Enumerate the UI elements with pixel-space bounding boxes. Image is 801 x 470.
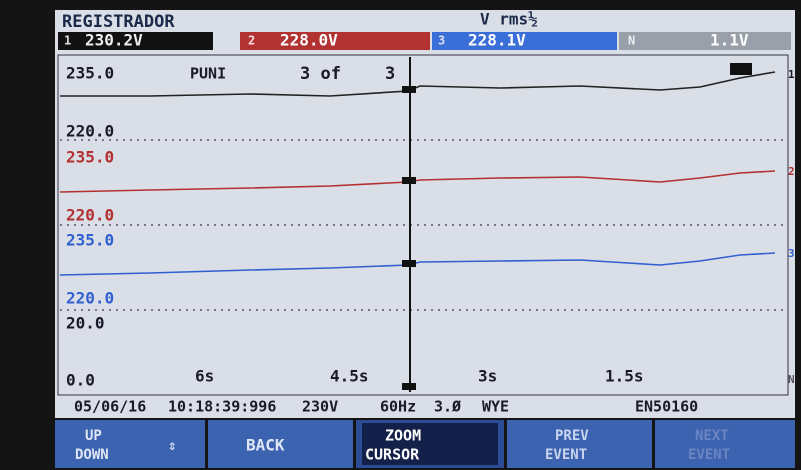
status-time: 10:18:39:996 [168,398,276,416]
channel-value: 228.1V [468,31,526,50]
softkey-label: UP [85,428,102,444]
parameter-label: PUNI [190,65,226,83]
cursor-marker [402,86,416,93]
time-label: 1.5s [605,367,644,386]
channel-value: 1.1V [710,31,749,50]
channel-box [619,32,791,50]
page-label: 3 of [300,64,341,84]
trace-marker [730,63,752,75]
channel-id: 1 [64,34,71,48]
channel-id: N [628,34,635,48]
device-screen: REGISTRADOR V rms½ 1 230.2V 2 228.0V 3 2… [0,0,801,470]
scale-high: 235.0 [66,148,114,167]
status-standard: EN50160 [635,398,698,416]
softkey-label: EVENT [545,447,587,463]
softkey-label: BACK [246,436,285,455]
channel-id: 3 [438,34,445,48]
scale-low: 220.0 [66,289,114,308]
scale-high: 235.0 [66,64,114,83]
trace-id: N [788,373,795,386]
scale-low: 0.0 [66,371,95,390]
display [55,10,795,418]
time-label: 3s [478,367,497,386]
softkey-label: DOWN [75,447,109,463]
scale-low: 220.0 [66,122,114,141]
channel-value: 228.0V [280,31,338,50]
channel-value: 230.2V [85,31,143,50]
softkey-label: PREV [555,428,589,444]
softkey-label: NEXT [695,428,729,444]
channel-id: 2 [248,34,255,48]
trace-id: 3 [788,247,795,260]
status-config: WYE [482,398,509,416]
softkey-label: EVENT [688,447,730,463]
cursor-marker [402,177,416,184]
trace-id: 1 [788,68,795,81]
status-nominal: 230V [302,398,338,416]
time-label: 6s [195,367,214,386]
scale-high: 20.0 [66,314,105,333]
scale-high: 235.0 [66,231,114,250]
softkey-label: CURSOR [365,446,420,464]
screen-title: REGISTRADOR [62,12,175,32]
status-date: 05/06/16 [74,398,146,416]
status-frequency: 60Hz [380,398,416,416]
softkey-icon: ⇕ [168,438,176,454]
cursor-marker [402,260,416,267]
trace-id: 2 [788,165,795,178]
softkey-label: ZOOM [385,427,421,445]
scale-low: 220.0 [66,206,114,225]
cursor-marker [402,383,416,390]
page-total: 3 [385,64,395,84]
status-phases: 3.Ø [434,398,461,416]
measure-label: V rms½ [480,10,538,29]
time-label: 4.5s [330,367,369,386]
